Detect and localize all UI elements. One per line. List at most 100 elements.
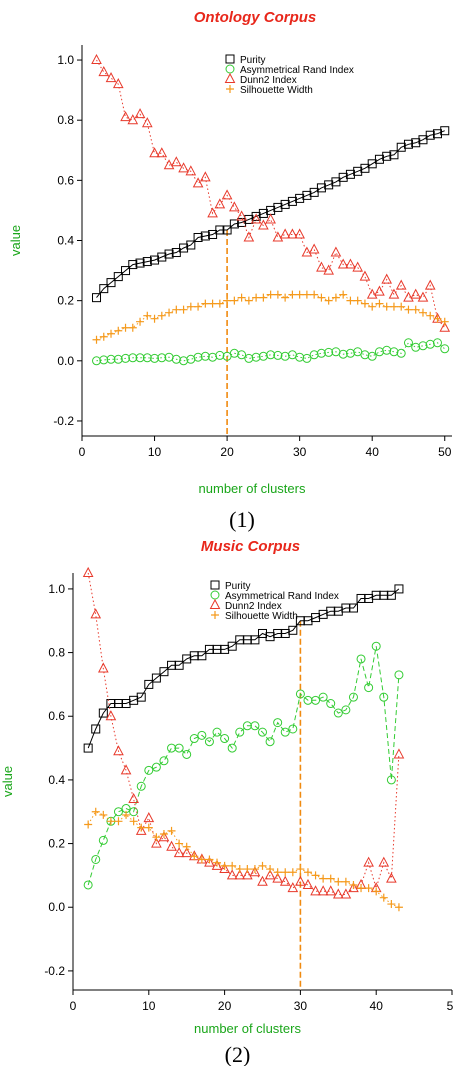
legend-label-purity: Purity <box>225 581 251 592</box>
data-point-sil <box>440 317 449 326</box>
x-tick-label: 0 <box>70 999 77 1013</box>
y-tick-label: 0.6 <box>48 709 65 723</box>
data-point-dunn <box>295 875 306 886</box>
data-point-purity <box>425 130 435 140</box>
data-point-ari <box>229 348 239 358</box>
legend-marker-dunn <box>224 72 236 83</box>
data-point-ari <box>266 350 276 360</box>
data-point-purity <box>197 651 207 661</box>
data-point-purity <box>348 603 358 613</box>
data-point-dunn <box>279 228 291 239</box>
data-point-sil <box>215 299 224 308</box>
data-point-ari <box>394 670 404 680</box>
data-point-sil <box>92 335 101 344</box>
data-point-purity <box>174 660 184 670</box>
data-point-ari <box>113 354 123 364</box>
data-point-dunn <box>352 261 364 272</box>
data-point-sil <box>159 830 168 839</box>
data-point-sil <box>339 290 348 299</box>
figure-caption: (1) <box>229 507 255 532</box>
data-point-sil <box>273 290 282 299</box>
x-axis-label: number of clusters <box>199 481 306 496</box>
data-point-dunn <box>316 261 327 272</box>
data-point-ari <box>135 353 145 363</box>
data-point-purity <box>302 190 312 200</box>
data-point-sil <box>426 311 435 320</box>
data-point-dunn <box>141 117 153 128</box>
data-point-dunn <box>330 246 342 257</box>
chart-1: Ontology Corpus -0.2 0.0 0.2 0.4 0.6 0.8 1.0 0 10… <box>8 9 452 532</box>
data-point-dunn <box>156 147 168 158</box>
data-point-sil <box>281 293 290 302</box>
data-point-purity <box>353 166 363 176</box>
data-point-purity <box>200 231 210 241</box>
data-point-sil <box>266 865 275 874</box>
data-point-dunn <box>439 321 451 332</box>
y-tick-label: 0.2 <box>57 294 74 308</box>
data-point-sil <box>99 332 108 341</box>
data-point-dunn <box>211 859 223 870</box>
data-point-purity <box>142 257 152 267</box>
data-point-dunn <box>170 156 182 167</box>
data-point-purity <box>418 135 428 145</box>
data-point-dunn <box>337 258 349 269</box>
chart-title: Ontology Corpus <box>194 9 317 26</box>
data-point-purity <box>411 138 421 148</box>
data-point-sil <box>197 855 206 864</box>
data-point-ari <box>212 727 222 737</box>
data-point-ari <box>128 353 138 363</box>
data-point-dunn <box>381 273 393 284</box>
data-point-ari <box>83 880 93 890</box>
data-point-ari <box>113 807 123 817</box>
data-point-ari <box>136 781 146 791</box>
chart-title: Music Corpus <box>201 538 300 555</box>
data-point-ari <box>396 348 406 358</box>
data-point-sil <box>389 302 398 311</box>
data-point-dunn <box>135 824 147 835</box>
x-tick-label: 30 <box>294 999 308 1013</box>
data-point-sil <box>379 893 388 902</box>
data-point-purity <box>287 196 297 206</box>
data-point-dunn <box>82 566 94 577</box>
data-point-ari <box>200 351 210 361</box>
data-point-sil <box>250 865 259 874</box>
legend-label-sil: Silhouette Width <box>240 85 313 96</box>
data-point-sil <box>288 868 297 877</box>
data-point-purity <box>251 211 261 221</box>
data-point-purity <box>128 260 138 270</box>
data-point-dunn <box>181 847 193 858</box>
legend-label-dunn: Dunn2 Index <box>240 75 297 86</box>
data-point-sil <box>353 296 362 305</box>
y-axis-label: value <box>0 766 15 797</box>
y-tick-label: 0.6 <box>57 173 74 187</box>
x-tick-label: 20 <box>218 999 232 1013</box>
data-point-dunn <box>128 792 139 804</box>
data-point-sil <box>324 296 333 305</box>
data-point-sil <box>326 874 335 883</box>
data-point-dunn <box>234 869 246 880</box>
data-point-purity <box>345 169 355 179</box>
data-point-purity <box>440 126 450 136</box>
data-point-dunn <box>359 270 371 281</box>
data-point-sil <box>157 311 166 320</box>
data-point-sil <box>172 305 181 314</box>
data-point-sil <box>349 880 358 889</box>
data-point-sil <box>281 868 290 877</box>
data-point-ari <box>364 683 374 693</box>
series-line-sil <box>96 294 445 341</box>
data-point-ari <box>186 354 196 364</box>
data-point-ari <box>250 721 260 731</box>
data-point-sil <box>152 833 161 842</box>
data-point-purity <box>309 187 319 197</box>
data-point-ari <box>150 353 160 363</box>
data-point-purity <box>151 673 161 683</box>
data-point-purity <box>193 232 203 242</box>
data-point-sil <box>186 302 195 311</box>
data-point-dunn <box>163 159 175 170</box>
data-point-sil <box>411 305 420 314</box>
data-point-sil <box>99 810 108 819</box>
data-point-ari <box>106 354 116 364</box>
y-axis-label: value <box>8 225 23 256</box>
legend-marker-sil <box>211 611 219 619</box>
data-point-sil <box>360 299 369 308</box>
